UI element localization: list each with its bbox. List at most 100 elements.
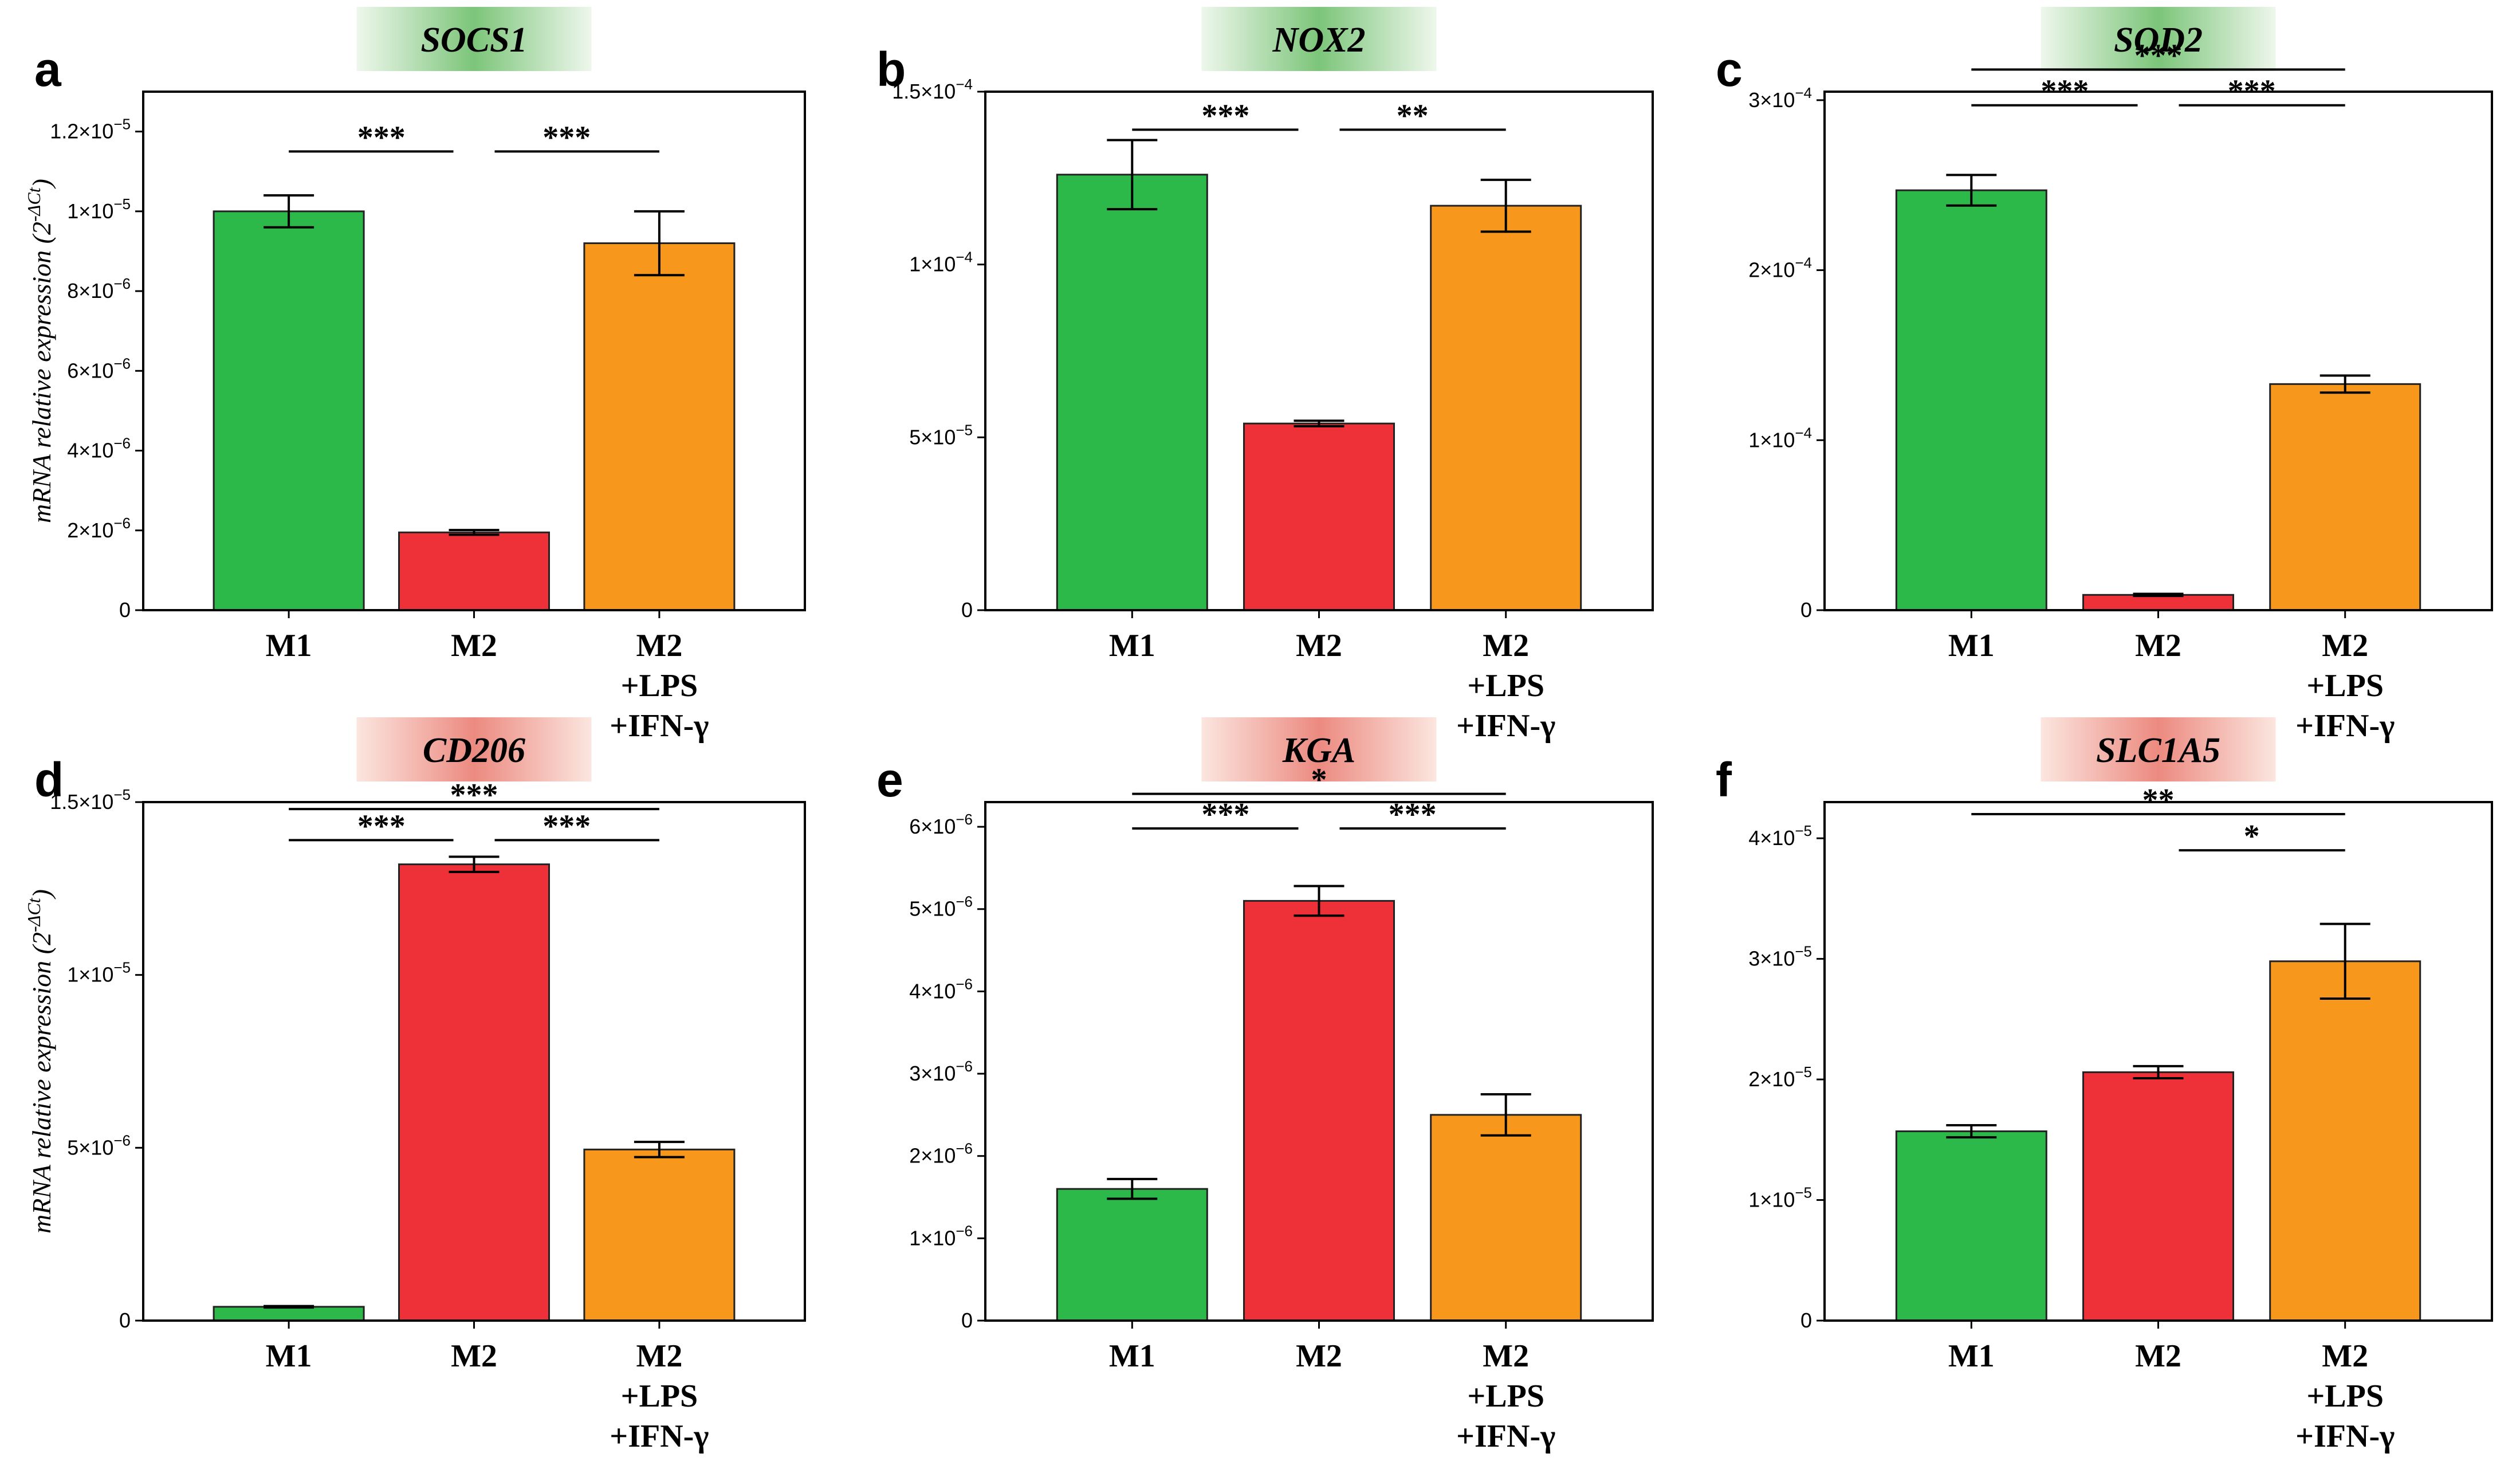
category-label: M1 [1109,1338,1155,1374]
category-label: M2 [2135,1338,2181,1374]
y-tick-label: 4×10−5 [1748,822,1812,850]
category-label: M1 [266,628,312,663]
y-tick-label: 0 [119,598,131,622]
y-tick-label: 3×10−4 [1748,84,1812,112]
panel-letter: c [1716,42,1743,96]
category-label: M1 [1109,628,1155,663]
y-tick-label: 2×10−4 [1748,254,1812,282]
bar-m2 [398,531,550,611]
y-tick-label: 1×10−5 [67,195,131,223]
y-tick-label: 0 [961,598,973,622]
category-label: +LPS [2306,1378,2384,1414]
y-tick-label: 1.5×10−4 [892,76,973,103]
plot-frame [142,801,806,1322]
gene-title-badge [1201,7,1437,71]
gene-title: NOX2 [1272,21,1366,60]
y-tick-label: 6×10−6 [909,811,973,838]
category-label: +IFN-γ [610,1419,709,1454]
bar-m1 [213,210,365,611]
panel-e: e KGA 0 1×10−6 2×10−6 3×10−6 4×10−6 5×10−6 6×10−… [876,717,1654,1454]
y-tick-label: 0 [961,1309,973,1332]
significance-label: ** [2142,783,2175,818]
category-label: +IFN-γ [2295,708,2395,744]
y-tick-label: 5×10−6 [67,1132,131,1159]
bar-m2 [1430,205,1582,611]
y-tick-label: 4×10−6 [909,975,973,1003]
y-tick-label: 6×10−6 [67,355,131,382]
y-tick-label: 1.2×10−5 [50,116,131,143]
plot-frame [984,91,1654,611]
plot-frame [1823,91,2493,611]
panel-letter: e [876,753,903,807]
category-label: +LPS [1467,668,1544,704]
significance-label: *** [357,120,406,155]
gene-title: SLC1A5 [2096,731,2220,770]
y-tick-label: 1.5×10−5 [50,786,131,814]
bar-m2 [1430,1114,1582,1322]
panel-f: f SLC1A5 0 1×10−5 2×10−5 3×10−5 4×10−5 M1 M2 M2 +L… [1716,717,2493,1454]
y-tick-label: 3×10−5 [1748,943,1812,971]
bar-m2 [583,1148,736,1322]
category-label: +IFN-γ [1456,708,1555,744]
plot-frame [1823,801,2493,1322]
category-label: M2 [636,628,682,663]
category-label: +LPS [2306,668,2384,704]
category-label: M2 [2135,628,2181,663]
significance-label: ** [1397,98,1429,133]
y-tick-label: 1×10−5 [67,959,131,987]
y-axis-label: mRNA relative expression (2-ΔCt) [23,179,56,523]
category-label: M2 [451,628,497,663]
gene-title: SOCS1 [420,21,527,60]
y-tick-label: 1×10−6 [909,1222,973,1250]
gene-title-badge [2041,717,2276,781]
significance-label: *** [1201,98,1249,133]
category-label: M1 [1948,1338,1995,1374]
significance-label: *** [542,808,591,844]
category-label: M1 [1948,628,1995,663]
gene-title: CD206 [423,731,525,770]
y-tick-label: 1×10−5 [1748,1184,1812,1212]
category-label: M2 [636,1338,682,1374]
bar-m1 [213,1306,365,1322]
y-tick-label: 0 [1800,598,1812,622]
bar-m2 [583,242,736,611]
gene-title: SOD2 [2114,21,2203,60]
bar-m2 [2082,1071,2234,1322]
significance-label: * [2244,819,2260,854]
y-tick-label: 3×10−6 [909,1058,973,1085]
panel-letter: f [1716,753,1732,807]
y-tick-label: 8×10−6 [67,275,131,303]
category-label: M2 [1296,1338,1342,1374]
bar-m2 [398,863,550,1322]
panel-letter: b [876,42,906,96]
y-tick-label: 2×10−6 [67,514,131,542]
significance-label: *** [357,808,406,844]
significance-label: *** [2134,38,2183,73]
category-label: M2 [451,1338,497,1374]
bar-m1 [1056,174,1208,611]
panel-b: b NOX2 0 5×10−5 1×10−4 1.5×10−4 M1 M2 M2 +LPS +IFN… [876,7,1654,744]
gene-title-badge [2041,7,2276,71]
bar-m1 [1895,1130,2047,1322]
y-tick-label: 0 [119,1309,131,1332]
y-tick-label: 2×10−6 [909,1140,973,1168]
category-label: M2 [1296,628,1342,663]
category-label: M2 [2322,1338,2368,1374]
plot-frame [142,91,806,611]
category-label: +LPS [621,668,698,704]
bar-m2 [2082,594,2234,611]
gene-title-badge [1201,717,1437,781]
y-tick-label: 5×10−6 [909,893,973,921]
y-tick-label: 4×10−6 [67,435,131,462]
bar-m1 [1056,1188,1208,1322]
category-label: +IFN-γ [610,708,709,744]
gene-title-badge [356,7,592,71]
y-tick-label: 0 [1800,1309,1812,1332]
y-tick-label: 1×10−4 [909,249,973,276]
significance-label: *** [542,120,591,155]
panel-letter: a [34,42,62,96]
y-tick-label: 1×10−4 [1748,424,1812,451]
bar-m2 [2269,960,2421,1322]
category-label: +LPS [1467,1378,1544,1414]
